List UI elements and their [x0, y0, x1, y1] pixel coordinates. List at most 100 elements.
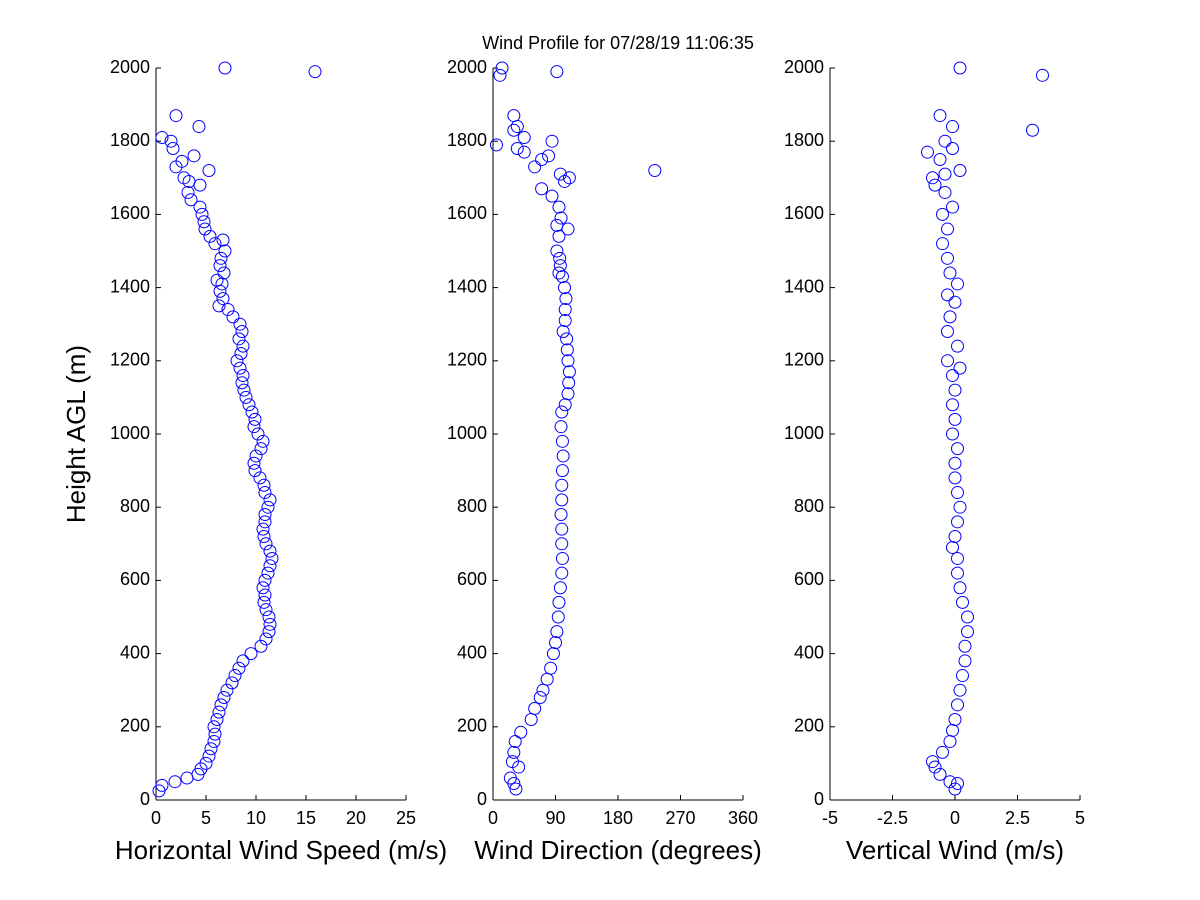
y-tick-label: 1400: [447, 276, 487, 296]
y-tick-label: 0: [140, 789, 150, 809]
y-tick-label: 400: [794, 642, 824, 662]
point: [168, 775, 182, 789]
point: [941, 325, 954, 339]
y-tick-label: 1600: [784, 203, 824, 223]
point: [921, 145, 934, 159]
point: [550, 625, 564, 639]
point: [155, 778, 169, 792]
point: [308, 65, 322, 79]
point: [926, 755, 939, 769]
point: [552, 229, 566, 243]
point: [936, 207, 949, 221]
point: [236, 368, 250, 382]
point: [555, 405, 569, 419]
point: [550, 244, 564, 258]
point: [943, 266, 957, 280]
y-tick-label: 1600: [447, 203, 487, 223]
point: [951, 551, 964, 565]
y-tick-label: 400: [120, 642, 150, 662]
point: [555, 493, 569, 507]
x-tick-label: 90: [545, 808, 565, 828]
point: [239, 390, 253, 404]
point: [961, 625, 974, 639]
point: [946, 120, 959, 134]
point: [234, 346, 248, 360]
y-tick-label: 600: [794, 569, 824, 589]
point: [941, 222, 954, 236]
x-tick-label: 0: [151, 808, 161, 828]
x-tick-label: -5: [822, 808, 838, 828]
point: [560, 343, 574, 357]
point: [558, 303, 572, 317]
y-tick-label: 2000: [110, 57, 150, 77]
point: [554, 211, 568, 225]
point: [555, 537, 569, 551]
point: [926, 171, 939, 185]
point: [558, 314, 572, 328]
point: [562, 171, 576, 185]
point: [218, 244, 232, 258]
point: [257, 595, 271, 609]
y-tick-label: 200: [794, 716, 824, 736]
y-tick-label: 1800: [447, 130, 487, 150]
point: [213, 259, 227, 273]
y-tick-label: 200: [457, 716, 487, 736]
point: [181, 185, 195, 199]
point: [528, 160, 542, 174]
y-tick-label: 200: [120, 716, 150, 736]
point: [258, 508, 272, 522]
y-tick-label: 1800: [110, 130, 150, 150]
point: [256, 581, 270, 595]
point: [556, 449, 570, 463]
point: [562, 365, 576, 379]
point: [558, 281, 572, 295]
point: [233, 361, 247, 375]
point: [553, 251, 567, 265]
x-tick-label: 0: [950, 808, 960, 828]
point: [207, 720, 221, 734]
point: [552, 266, 566, 280]
y-tick-label: 800: [457, 496, 487, 516]
point: [262, 610, 276, 624]
y-tick-label: 800: [120, 496, 150, 516]
x-tick-label: -2.5: [877, 808, 908, 828]
point: [235, 325, 249, 339]
point: [958, 639, 972, 653]
point: [210, 712, 224, 726]
x-tick-label: 5: [1075, 808, 1085, 828]
point: [257, 478, 271, 492]
point: [184, 193, 198, 207]
point: [948, 383, 962, 397]
point: [203, 229, 217, 243]
point: [249, 449, 263, 463]
x-tick-label: 20: [346, 808, 366, 828]
point: [517, 131, 531, 145]
point: [549, 636, 562, 650]
point: [514, 725, 528, 739]
point: [535, 182, 549, 196]
point: [533, 691, 547, 705]
point: [214, 698, 228, 712]
point: [948, 529, 962, 543]
point: [253, 471, 267, 485]
point: [946, 368, 959, 382]
point: [187, 149, 201, 163]
point: [261, 500, 275, 514]
x-tick-label: 5: [201, 808, 211, 828]
point: [216, 233, 230, 247]
x-axis-label: Vertical Wind (m/s): [846, 835, 1064, 865]
point: [256, 522, 270, 536]
point: [946, 200, 959, 214]
y-tick-label: 1000: [110, 423, 150, 443]
point: [236, 654, 250, 668]
point: [545, 134, 559, 148]
point: [948, 471, 962, 485]
point: [247, 456, 261, 470]
point: [259, 603, 273, 617]
point: [941, 251, 954, 265]
y-tick-label: 1800: [784, 130, 824, 150]
point: [951, 339, 964, 353]
point: [193, 200, 207, 214]
point: [956, 669, 969, 683]
point: [254, 639, 268, 653]
